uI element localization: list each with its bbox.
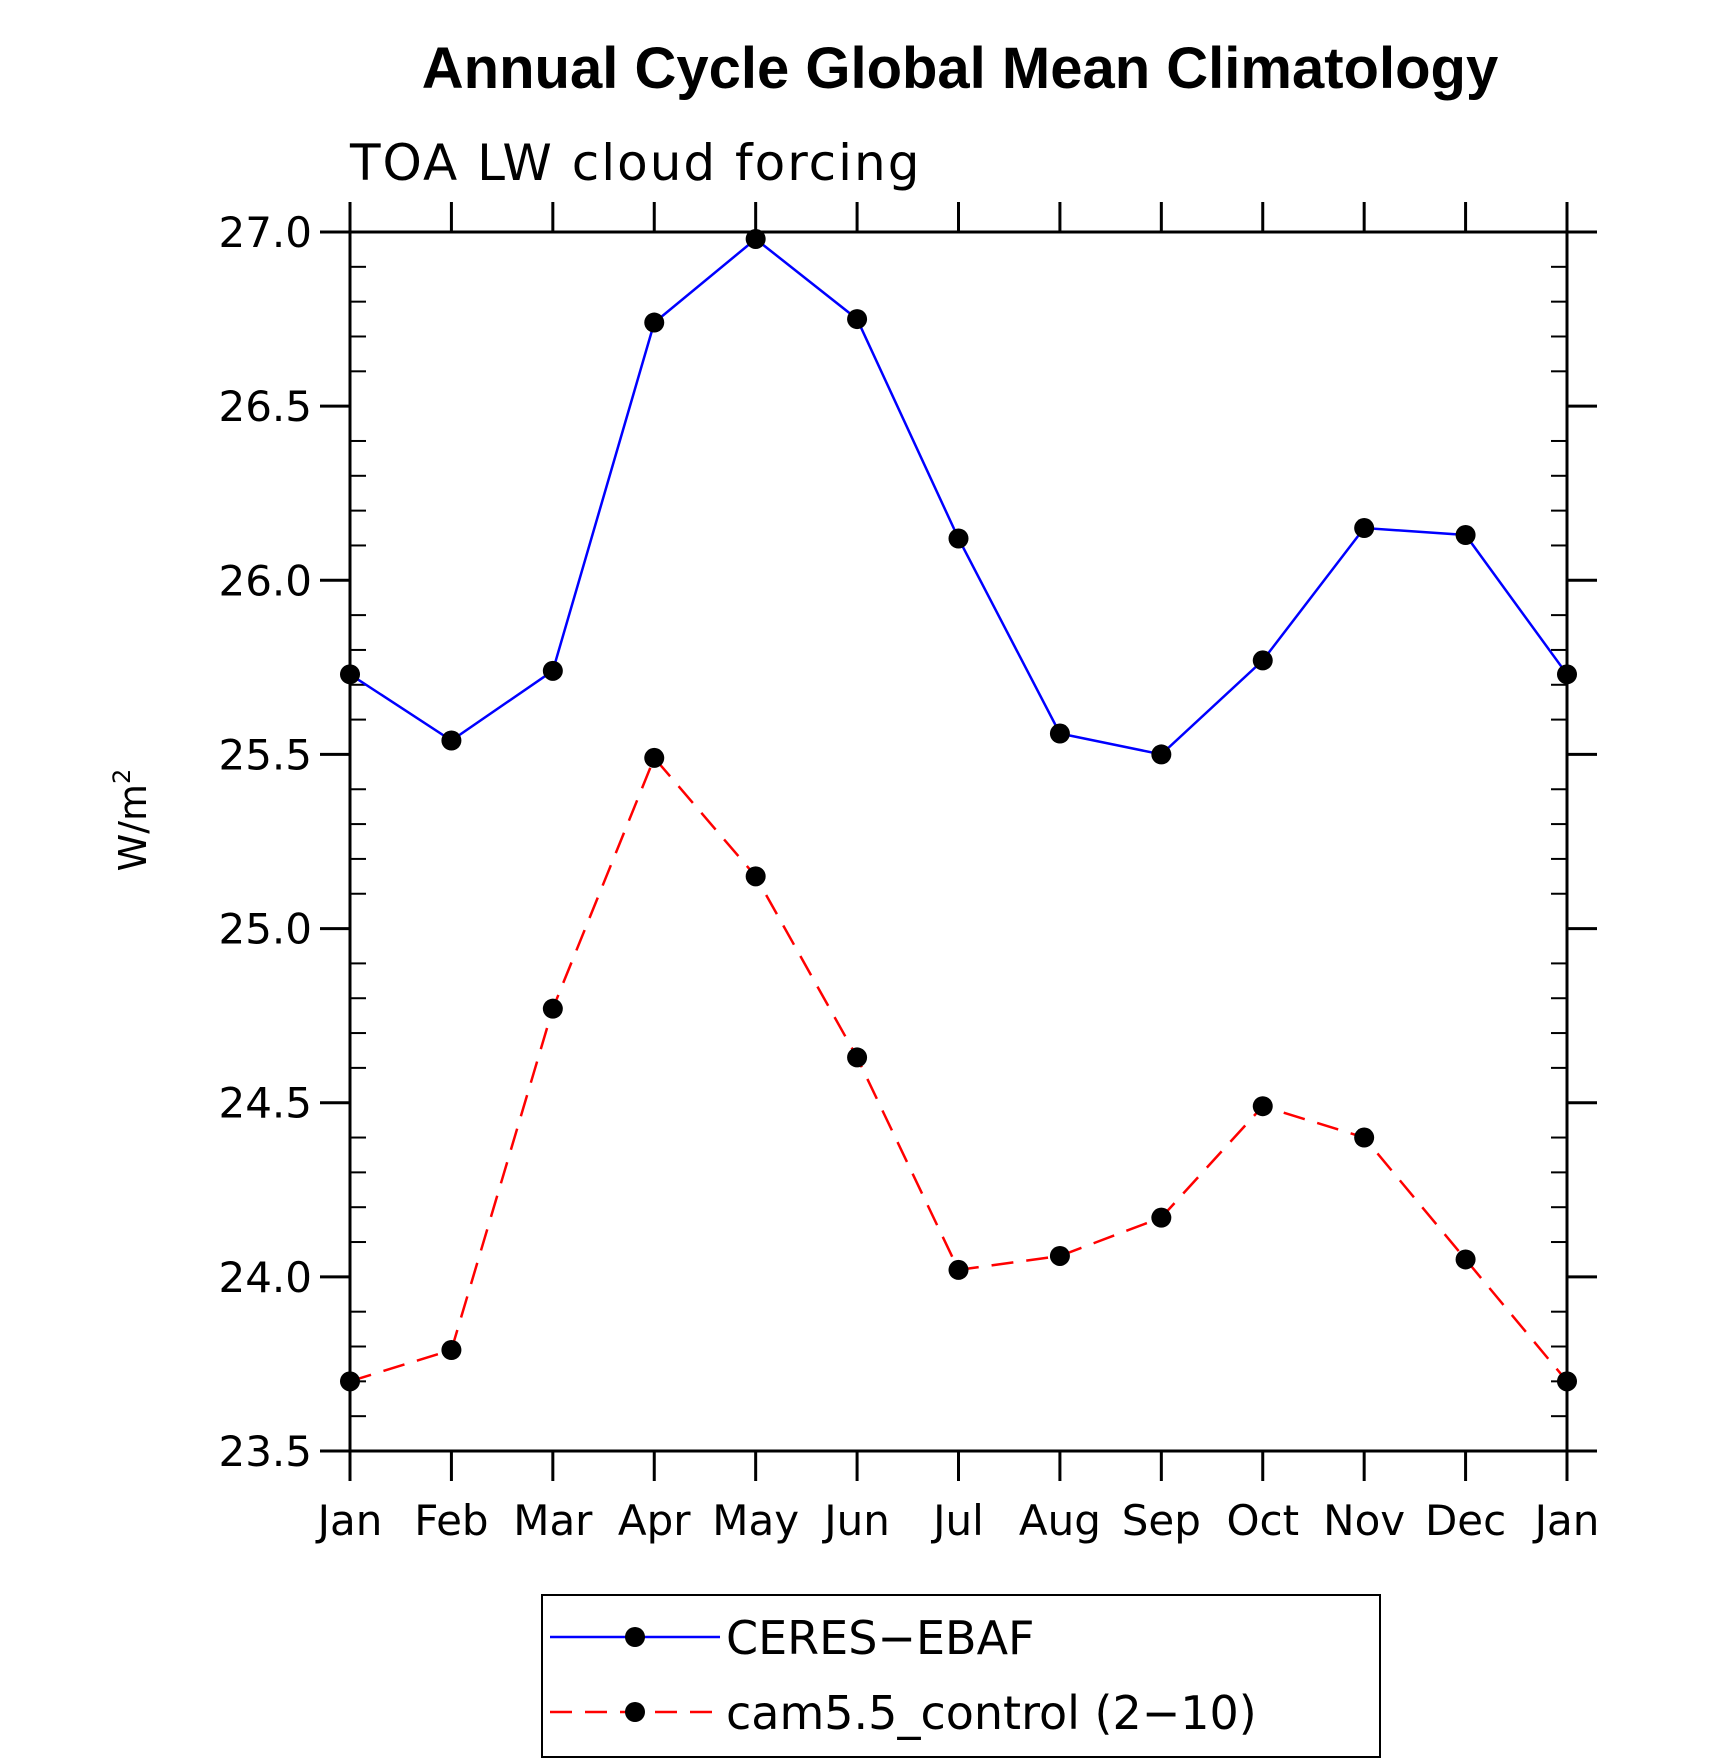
- y-axis-label-superscript: 2: [108, 769, 136, 784]
- legend-label-0: CERES−EBAF: [726, 1611, 1035, 1665]
- x-tick-label: May: [712, 1496, 799, 1545]
- data-point-s0-4: [745, 228, 766, 249]
- data-point-s0-1: [441, 730, 462, 751]
- y-tick-label: 25.5: [218, 730, 312, 779]
- data-point-s0-11: [1455, 525, 1476, 546]
- y-tick-label: 26.5: [218, 382, 312, 431]
- data-point-s1-9: [1252, 1096, 1273, 1117]
- x-tick-label: Jun: [821, 1496, 890, 1545]
- y-tick-label: 25.0: [218, 905, 312, 954]
- legend: CERES−EBAF cam5.5_control (2−10): [541, 1594, 1381, 1758]
- data-point-s1-6: [948, 1259, 969, 1280]
- x-tick-label: Dec: [1425, 1496, 1506, 1545]
- series-markers: [340, 228, 1577, 1392]
- data-point-s1-11: [1455, 1249, 1476, 1270]
- series-lines: [349, 237, 1569, 1383]
- data-point-s1-8: [1151, 1207, 1172, 1228]
- axis-tick-labels: Jan Feb Mar Apr May Jun Jul Aug Sep Oct Nov Dec Jan2…: [218, 208, 1599, 1545]
- y-tick-label: 26.0: [218, 556, 312, 605]
- x-tick-label: Feb: [414, 1496, 488, 1545]
- data-point-s0-7: [1049, 723, 1070, 744]
- x-tick-label: Sep: [1122, 1496, 1201, 1545]
- x-tick-label: Oct: [1226, 1496, 1299, 1545]
- data-point-s1-5: [847, 1047, 868, 1068]
- svg-text:W/m2: W/m2: [108, 769, 155, 872]
- data-point-s0-3: [644, 312, 665, 333]
- data-point-s0-9: [1252, 650, 1273, 671]
- y-axis-label-text: W/m: [111, 784, 155, 871]
- data-point-s1-1: [441, 1339, 462, 1360]
- legend-marker-0: [625, 1627, 645, 1647]
- data-point-s1-4: [745, 866, 766, 887]
- legend-marker-1: [625, 1702, 645, 1722]
- x-tick-label: Jul: [930, 1496, 984, 1545]
- y-axis-label: W/m2: [108, 769, 155, 872]
- x-tick-label: Mar: [513, 1496, 593, 1545]
- plot-frame: [348, 230, 1569, 1453]
- x-tick-label: Apr: [618, 1496, 691, 1545]
- y-tick-label: 24.5: [218, 1079, 312, 1128]
- legend-box: [541, 1594, 1381, 1758]
- data-point-s0-2: [542, 660, 563, 681]
- x-tick-label: Nov: [1323, 1496, 1405, 1545]
- data-point-s0-8: [1151, 744, 1172, 765]
- axis-ticks: [320, 202, 1597, 1481]
- x-tick-label: Aug: [1019, 1496, 1101, 1545]
- y-tick-label: 24.0: [218, 1253, 312, 1302]
- y-tick-label: 23.5: [218, 1427, 312, 1476]
- data-point-s1-7: [1049, 1245, 1070, 1266]
- data-point-s0-10: [1354, 518, 1375, 539]
- data-point-s1-10: [1354, 1127, 1375, 1148]
- data-point-s1-3: [644, 747, 665, 768]
- x-tick-label: Jan: [1532, 1496, 1600, 1545]
- chart-subtitle: TOA LW cloud forcing: [349, 134, 921, 192]
- y-tick-label: 27.0: [218, 208, 312, 257]
- data-point-s0-5: [847, 309, 868, 330]
- x-tick-label: Jan: [315, 1496, 383, 1545]
- series-line-0: [349, 237, 1569, 756]
- data-point-s0-6: [948, 528, 969, 549]
- legend-label-1: cam5.5_control (2−10): [726, 1686, 1257, 1740]
- chart-title: Annual Cycle Global Mean Climatology: [422, 36, 1498, 101]
- data-point-s1-2: [542, 998, 563, 1019]
- series-line-1: [349, 755, 1568, 1383]
